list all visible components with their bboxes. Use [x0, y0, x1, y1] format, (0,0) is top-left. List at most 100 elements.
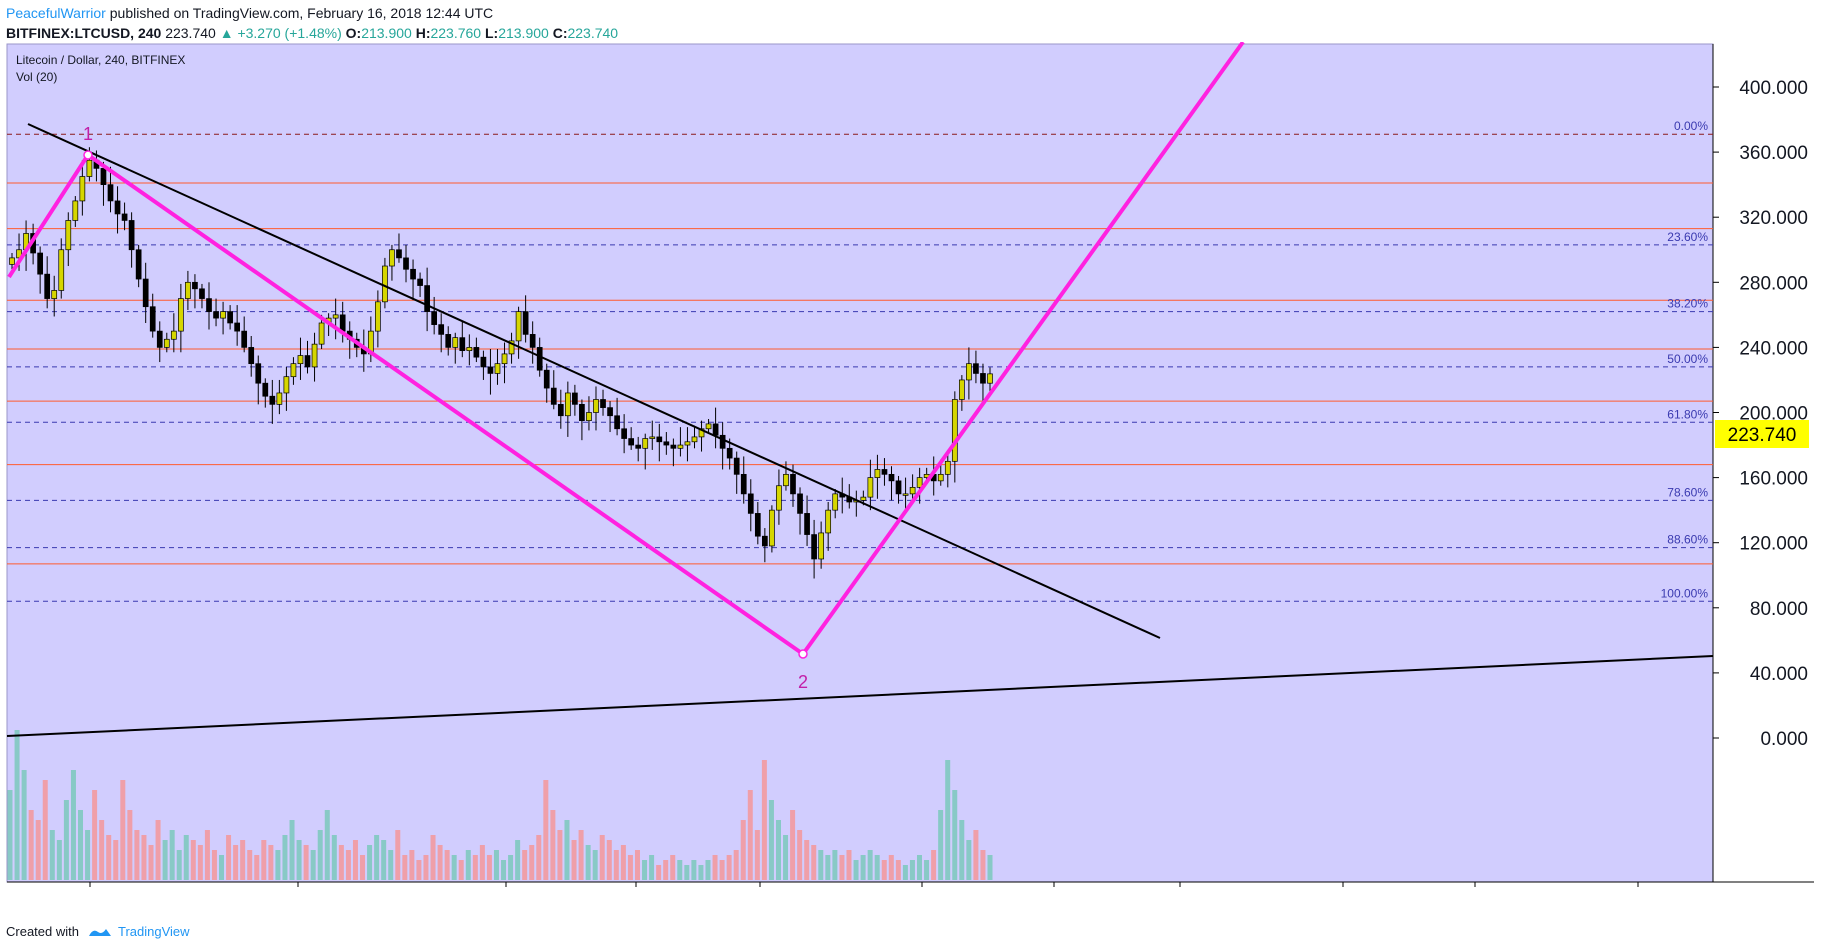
candle-13	[100, 161, 107, 206]
volume-bar-98	[698, 865, 704, 880]
open-value: 213.900	[361, 25, 412, 41]
volume-bar-67	[479, 845, 485, 880]
price-change: ▲ +3.270 (+1.48%)	[219, 25, 342, 41]
volume-bar-114	[811, 845, 817, 880]
candle-127	[902, 477, 909, 512]
fibonacci-levels: 0.00% 23.60% 38.20% 50.00% 61.80% 78.60% 88.60…	[7, 119, 1713, 602]
volume-bar-95	[677, 860, 683, 880]
candle-14	[107, 166, 114, 213]
candle-110	[783, 461, 789, 491]
candle-52	[375, 290, 381, 348]
ohlc-line: BITFINEX:LTCUSD, 240 223.740 ▲ +3.270 (+…	[6, 23, 618, 43]
volume-bar-34	[247, 850, 253, 880]
candle-17	[128, 212, 135, 268]
volume-bar-54	[388, 850, 394, 880]
volume-bar-71	[508, 855, 514, 880]
candle-27	[199, 283, 205, 309]
candle-86	[614, 397, 620, 436]
candle-128	[909, 474, 916, 503]
volume-bar-107	[761, 760, 767, 880]
volume-bar-41	[296, 840, 302, 880]
volume-bar-13	[99, 820, 105, 880]
candle-84	[600, 389, 606, 416]
candle-41	[297, 337, 304, 380]
candle-26	[192, 274, 198, 309]
volume-bar-86	[613, 850, 619, 880]
candle-108	[769, 505, 775, 553]
volume-bar-83	[592, 850, 598, 880]
price-axis[interactable]	[1713, 44, 1814, 882]
candle-37	[269, 379, 276, 424]
low-value: 213.900	[498, 25, 549, 41]
candle-106	[754, 502, 761, 545]
volume-bar-42	[303, 845, 309, 880]
candle-18	[135, 244, 142, 288]
candle-24	[178, 283, 184, 353]
tradingview-link[interactable]: TradingView	[87, 924, 190, 939]
last-price-label: 223.740	[1715, 420, 1809, 448]
candle-139	[987, 367, 993, 392]
volume-bar-109	[775, 820, 781, 880]
volume-bar-20	[148, 845, 154, 880]
pattern-labels: 12	[83, 124, 808, 692]
volume-bar-9	[70, 770, 76, 880]
candle-99	[705, 419, 712, 434]
candle-5	[44, 256, 51, 309]
time-axis[interactable]	[7, 882, 1814, 887]
candle-82	[586, 396, 592, 431]
volume-bar-137	[973, 830, 979, 880]
candle-88	[628, 427, 635, 450]
candle-9	[72, 196, 79, 227]
volume-bar-46	[331, 835, 337, 880]
candle-117	[832, 488, 839, 519]
volume-bar-93	[663, 860, 669, 880]
candle-97	[691, 425, 698, 449]
volume-bar-57	[409, 850, 415, 880]
volume-bar-72	[515, 840, 521, 880]
volume-bar-36	[261, 840, 267, 880]
price-tick-3: 120.000	[1739, 534, 1808, 555]
volume-bar-120	[853, 860, 859, 880]
volume-bar-111	[790, 810, 796, 880]
wave-pattern-line[interactable]	[7, 42, 1245, 657]
candle-137	[973, 350, 979, 384]
candle-115	[818, 521, 824, 569]
candle-25	[185, 270, 191, 310]
created-with-label: Created with	[6, 924, 79, 939]
volume-bar-119	[846, 850, 852, 880]
candle-105	[747, 479, 754, 532]
author-link[interactable]: PeacefulWarrior	[6, 5, 106, 21]
price-tick-0: 0.000	[1760, 729, 1808, 750]
plot-area[interactable]	[6, 43, 1714, 883]
volume-bar-47	[338, 845, 344, 880]
candle-122	[867, 459, 874, 511]
volume-bar-104	[740, 820, 746, 880]
candle-39	[283, 366, 290, 411]
fib-label-2: 38.20%	[1667, 297, 1708, 311]
candle-68	[487, 349, 494, 395]
volume-bar-31	[226, 835, 232, 880]
trendline-lower[interactable]	[6, 655, 1714, 737]
volume-bar-62	[444, 850, 450, 880]
volume-bar-30	[219, 855, 225, 880]
candle-92	[656, 423, 663, 462]
volume-bar-116	[825, 855, 831, 880]
candle-71	[508, 332, 515, 364]
volume-bar-96	[684, 865, 690, 880]
pattern-point-0	[83, 150, 93, 160]
volume-bar-122	[867, 850, 873, 880]
volume-bar-40	[289, 820, 295, 880]
candle-65	[466, 334, 473, 366]
trendline-upper[interactable]	[27, 123, 1161, 639]
volume-bars	[7, 730, 993, 880]
candlesticks	[9, 147, 993, 579]
volume-bar-128	[909, 860, 915, 880]
candle-124	[881, 458, 888, 486]
candle-113	[804, 495, 810, 546]
volume-bar-103	[733, 850, 739, 880]
high-label: H:	[415, 25, 431, 41]
price-chart[interactable]: 0.00% 23.60% 38.20% 50.00% 61.80% 78.60% 88.60…	[0, 42, 1822, 887]
volume-bar-3	[28, 810, 34, 880]
candle-46	[332, 298, 339, 340]
price-tick-4: 160.000	[1739, 469, 1808, 490]
